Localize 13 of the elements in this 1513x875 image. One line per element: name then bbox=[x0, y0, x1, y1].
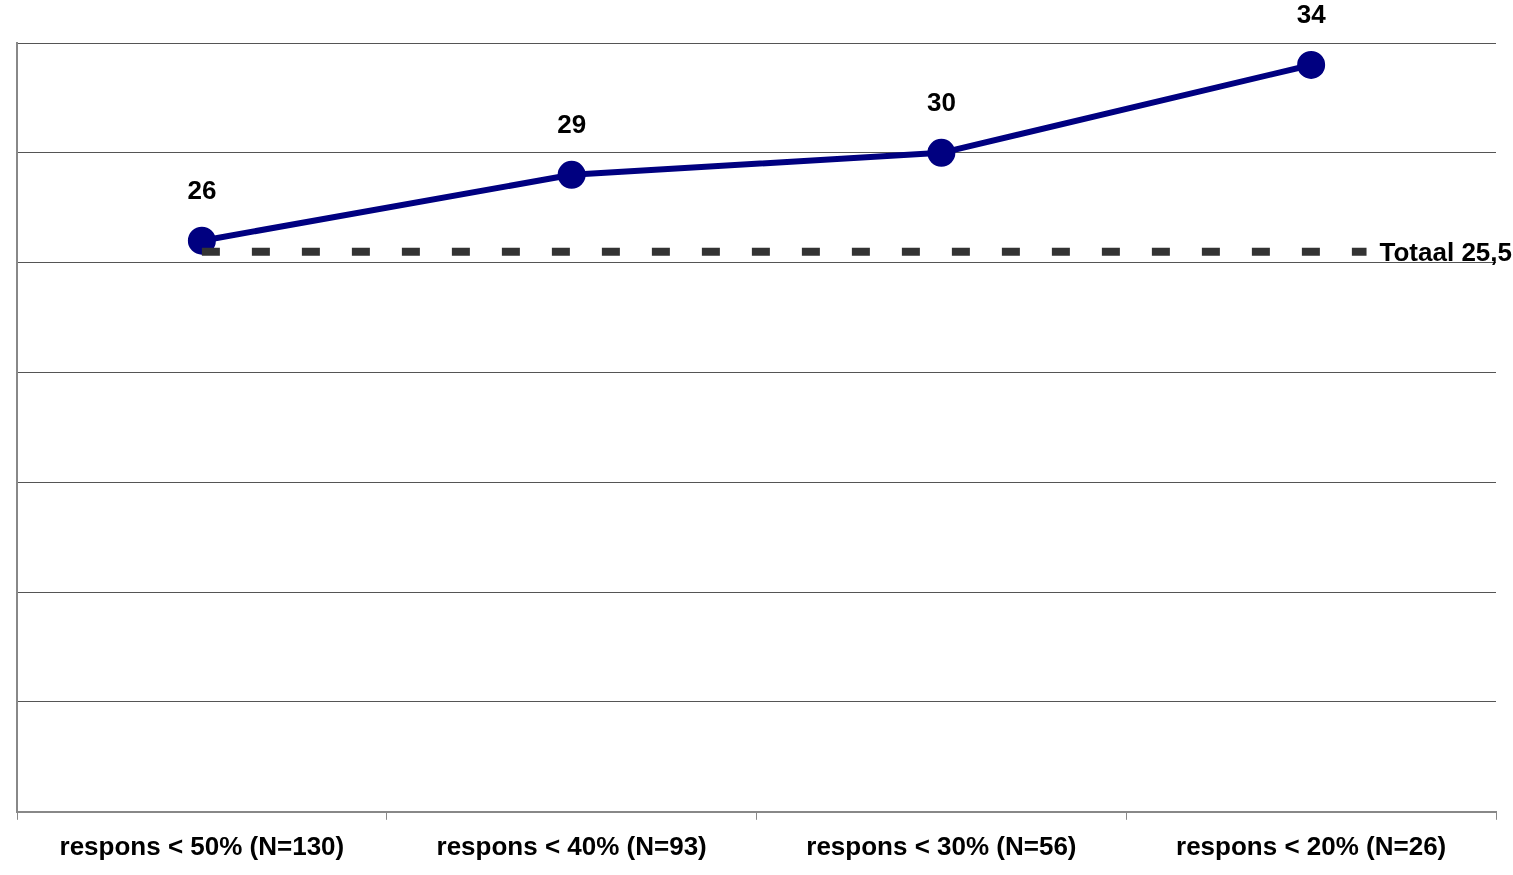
point bbox=[557, 160, 586, 189]
ref-line-label: Totaal 25,5 bbox=[1379, 236, 1512, 267]
point bbox=[1297, 50, 1326, 79]
data-label: 30 bbox=[926, 87, 956, 117]
data-label: 29 bbox=[557, 108, 587, 139]
x-tick-label: respons < 30% (N=56) bbox=[806, 830, 1077, 861]
data-label: 26 bbox=[187, 174, 217, 205]
point bbox=[187, 226, 216, 255]
x-tick-label: respons < 20% (N=26) bbox=[1176, 830, 1447, 861]
point bbox=[927, 138, 956, 167]
x-tick-label: respons < 40% (N=93) bbox=[436, 830, 707, 861]
x-tick-label: respons < 50% (N=130) bbox=[59, 830, 345, 861]
data-label: 34 bbox=[1296, 0, 1327, 30]
